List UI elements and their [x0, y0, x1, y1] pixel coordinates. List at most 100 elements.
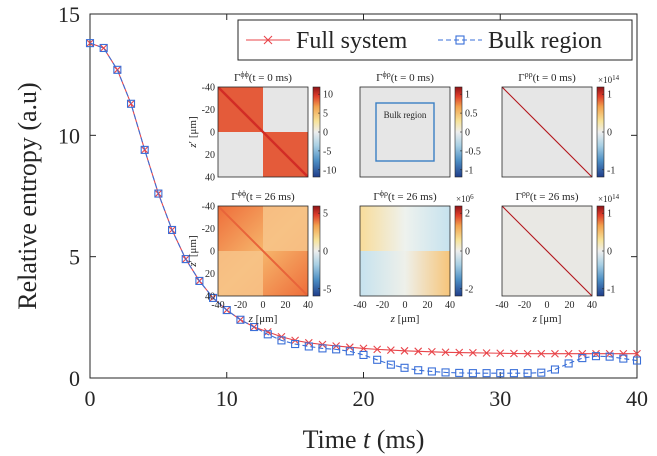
- point-bulk-region: [591, 352, 601, 361]
- point-bulk-region: [455, 368, 464, 377]
- inset-y-tick-label: -20: [202, 224, 215, 235]
- point-full-system: [263, 328, 272, 336]
- legend-box: [237, 19, 633, 61]
- point-bulk-region: [414, 366, 423, 375]
- point-full-system: [633, 349, 641, 358]
- heatmap-frame: [217, 205, 309, 297]
- colorbar-tick-label: 0: [465, 247, 470, 258]
- point-bulk-region: [99, 43, 108, 53]
- heatmap-rhorho0: [502, 87, 592, 177]
- y-axis-label: Relative entropy (a.u): [13, 82, 42, 309]
- inset-rhorho26: Γρρ(t = 26 ms) -40 -20 0 20 40 z [μm] 1 0 -1 ×1014: [495, 189, 619, 325]
- point-full-system: [441, 348, 450, 357]
- inset-y-axis-label: z′ [μm]: [187, 235, 199, 267]
- heatmap-frame: [501, 86, 593, 178]
- colorbar-tick-label: 2: [465, 209, 470, 220]
- y-tick-label: 10: [58, 123, 80, 148]
- point-bulk-region: [126, 99, 136, 108]
- colorbar-tick-label: 0: [323, 128, 328, 139]
- colorbar-exponent: ×1014: [598, 74, 620, 85]
- y-tick-label: 5: [69, 245, 80, 270]
- point-full-system: [619, 349, 628, 358]
- colorbar-tick-label: -10: [323, 165, 336, 176]
- legend: Full system Bulk region: [237, 19, 633, 61]
- inset-x-tick-label: -40: [495, 300, 508, 311]
- colorbar-exponent: ×106: [456, 193, 474, 204]
- point-full-system: [482, 349, 491, 357]
- point-bulk-region: [113, 65, 122, 74]
- inset-x-axis-label: z [μm]: [390, 313, 420, 325]
- inset-x-tick-label: 20: [565, 300, 575, 311]
- colorbar-tick-label: 1: [607, 90, 612, 101]
- point-full-system: [523, 349, 532, 358]
- point-full-system: [564, 349, 573, 358]
- point-bulk-region: [632, 356, 642, 365]
- point-full-system: [386, 346, 395, 354]
- heatmap-frame: [359, 205, 451, 297]
- point-bulk-region: [496, 369, 505, 378]
- point-bulk-region: [263, 330, 272, 339]
- inset-y-tick-label: 0: [210, 128, 215, 139]
- inset-x-tick-label: 0: [261, 300, 266, 311]
- heatmap-phiphi26: [218, 206, 308, 296]
- heatmap-frame: [501, 205, 593, 297]
- colorbar-tick-label: -1: [607, 284, 615, 295]
- inset-title: Γϕϕ(t = 0 ms): [234, 70, 292, 84]
- inset-y-axis-label: z′ [μm]: [187, 116, 199, 148]
- point-bulk-region: [345, 347, 354, 356]
- inset-x-tick-label: -20: [518, 300, 531, 311]
- point-full-system: [496, 349, 505, 358]
- point-bulk-region: [441, 368, 450, 377]
- colorbar-tick-label: 1: [465, 90, 470, 101]
- point-bulk-region: [373, 355, 382, 364]
- point-full-system: [345, 343, 354, 352]
- colorbar-tick-label: -5: [323, 284, 331, 295]
- colorbar-tick-label: 0: [465, 128, 470, 139]
- point-bulk-region: [482, 369, 491, 378]
- point-bulk-region: [359, 350, 368, 359]
- bulk-region-box: [375, 102, 435, 162]
- inset-phiphi0: Γϕϕ(t = 0 ms) -40 -20 0 20 40 z′ [μm] 10 5 0 -5 -10: [187, 70, 336, 184]
- colorbar-tick-label: 1: [607, 209, 612, 220]
- inset-y-tick-label: -40: [202, 83, 215, 94]
- inset-x-axis-label: z [μm]: [532, 313, 562, 325]
- point-full-system: [414, 347, 423, 356]
- point-full-system: [99, 44, 108, 52]
- heatmap-phirho0: Bulk region: [360, 87, 450, 177]
- inset-phirho26: Γϕρ(t = 26 ms)-40 -20 0 20 40z [μm]20-2×106: [353, 189, 474, 325]
- inset-phirho0: Γϕρ(t = 0 ms) Bulk region 1 0.5 0 -0.5 -1: [359, 70, 481, 178]
- inset-x-tick-label: 40: [303, 300, 313, 311]
- point-bulk-region: [619, 354, 628, 363]
- inset-title: Γϕρ(t = 0 ms): [376, 70, 434, 84]
- colorbar-tick-label: 5: [323, 209, 328, 220]
- heatmap-phirho26: [360, 206, 450, 296]
- point-bulk-region: [154, 189, 163, 198]
- inset-x-tick-label: -40: [211, 300, 224, 311]
- inset-y-tick-label: -20: [202, 105, 215, 116]
- point-bulk-region: [140, 145, 149, 154]
- point-bulk-region: [181, 255, 190, 264]
- point-bulk-region: [578, 354, 587, 363]
- point-bulk-region: [427, 367, 436, 376]
- inset-x-axis-label: z [μm]: [248, 313, 278, 325]
- x-tick-label: 10: [216, 386, 238, 411]
- colorbar-tick-label: 10: [323, 90, 333, 101]
- inset-title: Γϕϕ(t = 26 ms): [231, 189, 295, 203]
- inset-x-tick-label: 0: [403, 300, 408, 311]
- inset-x-tick-label: 40: [587, 300, 597, 311]
- point-bulk-region: [291, 339, 300, 349]
- y-tick-label: 0: [69, 366, 80, 391]
- point-full-system: [455, 348, 464, 357]
- colorbar-tick-label: 0: [607, 128, 612, 139]
- colorbar-tick-label: 0: [323, 247, 328, 258]
- colorbar-tick-label: -5: [323, 146, 331, 157]
- y-tick-label: 15: [58, 2, 80, 27]
- inset-rhorho0: Γρρ(t = 0 ms) 1 0 -1 ×1014: [501, 70, 620, 178]
- x-axis-label: Time t (ms): [303, 425, 425, 454]
- inset-y-tick-label: 40: [205, 292, 215, 303]
- point-bulk-region: [236, 315, 245, 324]
- inset-x-tick-label: -20: [234, 300, 247, 311]
- plot-frame: [89, 13, 638, 379]
- point-bulk-region: [509, 369, 518, 378]
- inset-y-tick-label: 40: [205, 173, 215, 184]
